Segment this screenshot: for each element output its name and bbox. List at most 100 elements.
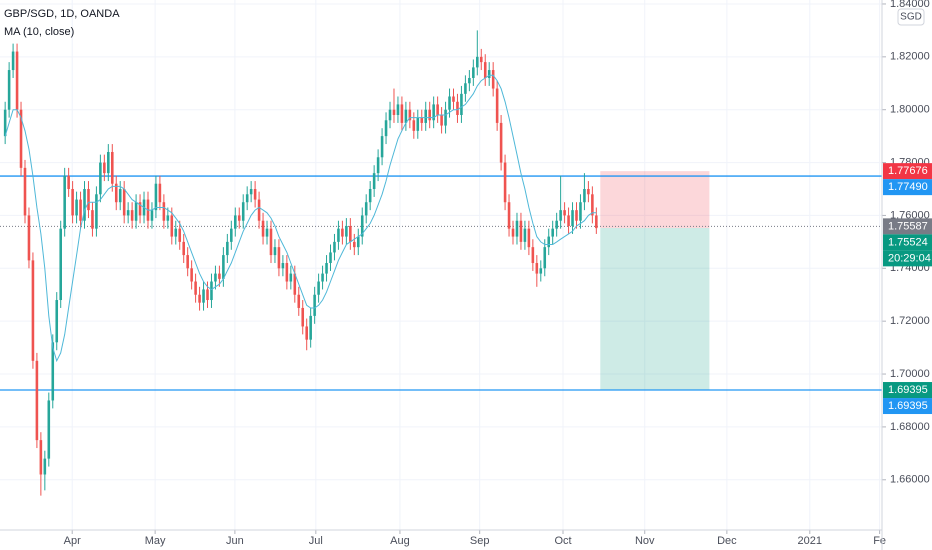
candle-body <box>206 289 209 301</box>
candle-body <box>289 273 293 282</box>
candle-body <box>341 228 344 237</box>
candle-body <box>39 440 43 475</box>
countdown-box <box>883 250 932 267</box>
candle-body <box>575 210 578 221</box>
candle-body <box>190 268 193 282</box>
y-tick-label: 1.72000 <box>890 315 930 327</box>
candle-body <box>265 228 269 237</box>
candle-body <box>543 247 547 269</box>
candle-body <box>178 228 182 242</box>
candle-body <box>198 294 201 303</box>
y-tick-label: 1.68000 <box>890 421 930 433</box>
candle-body <box>551 228 554 237</box>
candle-body <box>317 281 320 295</box>
indicator-label: MA (10, close) <box>4 26 74 38</box>
candle-body <box>230 228 233 242</box>
candle-body <box>245 194 249 203</box>
candle-body <box>499 122 503 163</box>
x-tick-label: Sep <box>470 535 490 547</box>
candle-body <box>297 294 301 308</box>
candle-body <box>281 263 285 269</box>
candle-body <box>218 273 221 279</box>
candle-body <box>87 189 90 211</box>
candle-body <box>483 62 487 78</box>
price-label <box>883 218 932 235</box>
candle-body <box>388 109 392 121</box>
candle-body <box>95 194 98 229</box>
candle-body <box>99 162 102 195</box>
price-label-text: 1.75587 <box>888 220 928 232</box>
x-tick-label: Jun <box>226 535 244 547</box>
candle-body <box>182 241 185 256</box>
candle-body <box>364 202 368 216</box>
candle-body <box>186 255 189 269</box>
candle-body <box>555 220 558 229</box>
price-label-text: 1.69395 <box>888 384 928 396</box>
candle-body <box>325 263 328 274</box>
candle-body <box>170 215 174 237</box>
candle-body <box>376 157 380 174</box>
candle-body <box>539 268 543 274</box>
y-tick-label: 1.84000 <box>890 0 930 10</box>
candle-body <box>511 228 515 237</box>
y-tick-label: 1.76000 <box>890 209 930 221</box>
currency-label[interactable]: SGD <box>900 12 922 23</box>
candle-body <box>47 400 51 459</box>
candle-body <box>313 294 316 316</box>
y-tick-label: 1.70000 <box>890 368 930 380</box>
candle-body <box>408 109 412 121</box>
x-tick-label: Apr <box>64 535 81 547</box>
candle-body <box>531 247 535 264</box>
candle-body <box>122 189 126 216</box>
candle-body <box>372 173 376 190</box>
candle-body <box>527 228 531 248</box>
candle-body <box>67 175 70 190</box>
candle-body <box>464 83 467 94</box>
candle-body <box>257 199 261 221</box>
candle-body <box>63 175 66 229</box>
candle-body <box>202 289 205 303</box>
candle-body <box>222 255 225 279</box>
candle-body <box>150 210 154 221</box>
candle-body <box>396 104 400 115</box>
candle-body <box>507 202 511 229</box>
candle-body <box>452 96 455 102</box>
price-label <box>883 382 932 399</box>
candle-body <box>583 189 586 203</box>
candle-body <box>519 220 523 242</box>
candle-body <box>535 263 539 274</box>
candle-body <box>563 210 566 216</box>
candle-body <box>31 260 35 361</box>
candle-body <box>571 210 574 227</box>
candle-body <box>591 194 594 216</box>
countdown: 20:29:04 <box>888 252 931 264</box>
candle-body <box>27 215 31 261</box>
y-tick-label: 1.66000 <box>890 474 930 486</box>
candle-body <box>301 307 305 327</box>
candle-body <box>349 226 352 242</box>
ma-line <box>4 74 597 363</box>
candle-body <box>55 300 59 343</box>
candle-body <box>515 220 519 237</box>
candle-body <box>194 281 197 295</box>
candle-body <box>440 114 443 126</box>
candle-body <box>43 458 47 475</box>
candle-body <box>356 236 360 248</box>
currency-badge[interactable] <box>897 8 925 26</box>
candle-body <box>134 202 138 221</box>
price-label-text: 1.75524 <box>888 236 928 248</box>
candle-body <box>11 51 15 71</box>
candle-body <box>51 342 55 401</box>
candle-body <box>59 228 62 301</box>
candle-body <box>360 215 364 237</box>
candle-body <box>487 70 491 78</box>
price-label <box>883 179 932 196</box>
candle-body <box>103 162 106 174</box>
price-label-text: 1.69395 <box>888 400 928 412</box>
candle-body <box>91 210 94 229</box>
candle-body <box>309 315 312 340</box>
candle-body <box>35 360 39 441</box>
candle-body <box>226 241 229 256</box>
